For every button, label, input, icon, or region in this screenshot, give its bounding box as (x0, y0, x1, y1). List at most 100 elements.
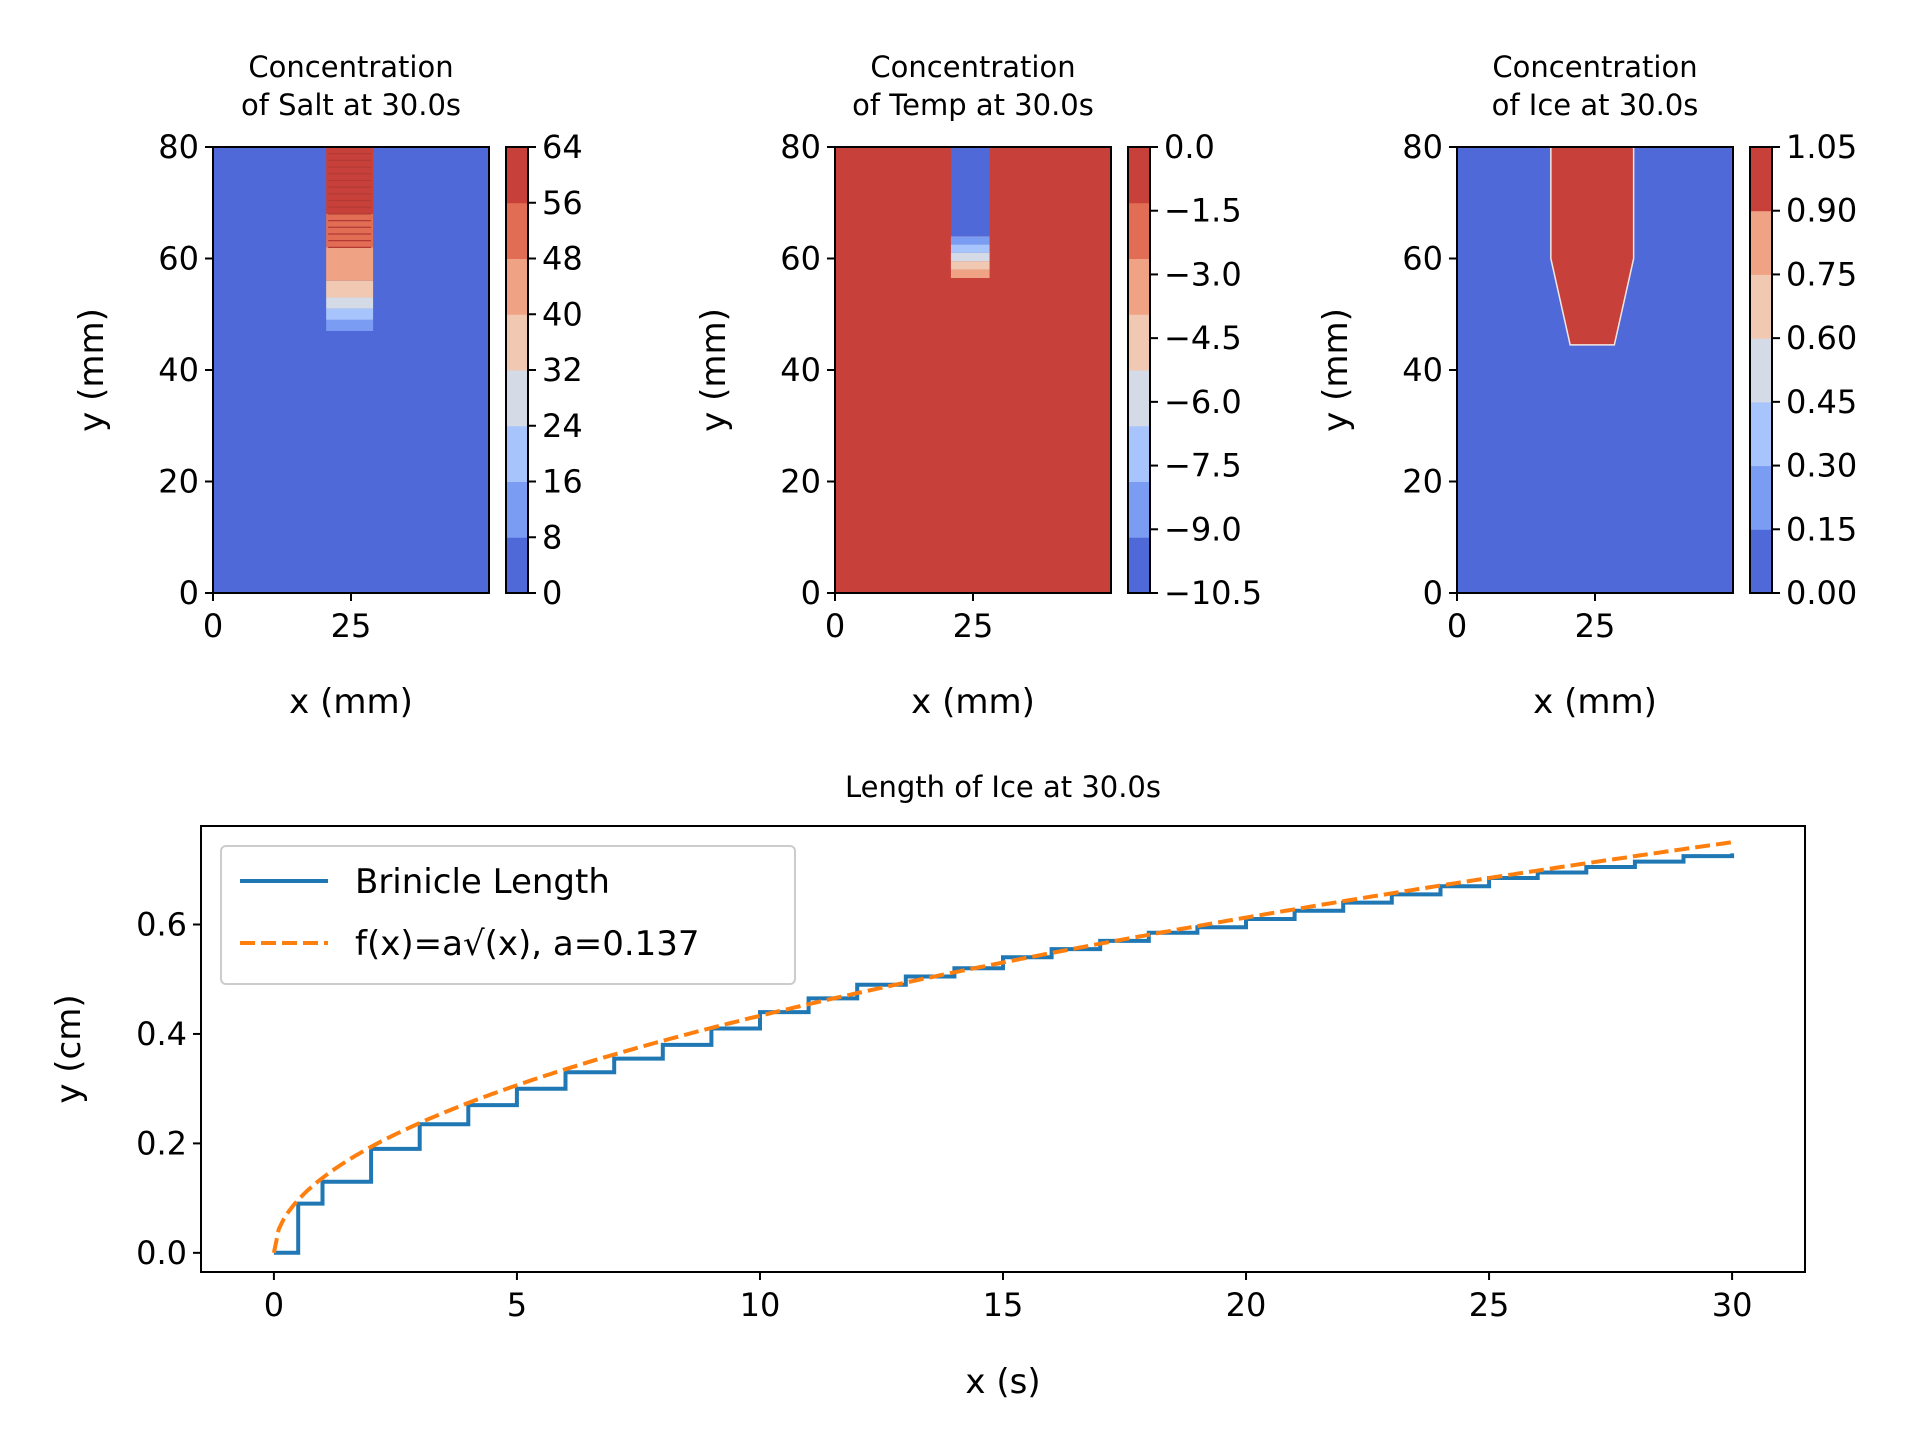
panel-title-line: Concentration (1492, 50, 1697, 84)
colorbar-segment (1128, 314, 1150, 371)
colorbar-tick-label: 64 (542, 128, 583, 166)
colorbar-tick-label: −3.0 (1164, 255, 1242, 293)
colorbar-segment (1750, 465, 1772, 530)
x-tick-label: 30 (1712, 1286, 1753, 1324)
y-tick-label: 60 (1402, 240, 1443, 278)
colorbar-tick-label: 8 (542, 518, 562, 556)
heatmap-contour-band (326, 213, 374, 248)
y-tick-label: 0 (1423, 574, 1443, 612)
colorbar-tick-label: 16 (542, 463, 583, 501)
colorbar-tick-label: −10.5 (1164, 574, 1262, 612)
y-tick-label: 60 (158, 240, 199, 278)
y-axis-label: y (cm) (49, 994, 89, 1103)
series-fit-curve (271, 840, 1733, 1254)
x-tick-label: 25 (331, 607, 372, 645)
colorbar-tick-label: 0.15 (1786, 510, 1857, 548)
ice-region (1550, 146, 1635, 346)
y-axis-label: y (mm) (72, 308, 112, 432)
x-tick-label: 25 (953, 607, 994, 645)
colorbar-tick-label: 48 (542, 240, 583, 278)
y-tick-label: 0.2 (136, 1124, 187, 1162)
y-tick-label: 0 (801, 574, 821, 612)
y-tick-label: 20 (780, 463, 821, 501)
heatmap-contour-band (326, 297, 374, 309)
colorbar-segment (1128, 537, 1150, 594)
colorbar-segment (1750, 338, 1772, 403)
colorbar-frame (1127, 146, 1151, 594)
heatmap-contour-band (950, 269, 990, 279)
legend-box (220, 845, 796, 985)
y-tick-label: 20 (1402, 463, 1443, 501)
heatmap-contour-band (326, 280, 374, 298)
colorbar-segment (1128, 258, 1150, 315)
heatmap-contour-band (326, 308, 374, 320)
panel-title-line: of Salt at 30.0s (241, 88, 461, 122)
colorbar-tick-label: 0 (542, 574, 562, 612)
colorbar-tick-label: 0.30 (1786, 447, 1857, 485)
colorbar-segment (1750, 529, 1772, 594)
colorbar-tick-label: −4.5 (1164, 319, 1242, 357)
legend-label: f(x)=a√(x), a=0.137 (355, 924, 700, 964)
panel-title-line: Concentration (248, 50, 453, 84)
legend-label: Brinicle Length (355, 862, 610, 902)
y-tick-label: 40 (158, 351, 199, 389)
y-tick-label: 0 (179, 574, 199, 612)
colorbar-tick-label: 0.90 (1786, 192, 1857, 230)
heatmap-contour-band (326, 319, 374, 331)
colorbar-segment (1128, 202, 1150, 259)
colorbar-tick-label: 56 (542, 184, 583, 222)
heatmap-contour-band (326, 247, 374, 281)
colorbar-tick-label: 0.75 (1786, 255, 1857, 293)
y-tick-label: 0.6 (136, 906, 187, 944)
panel-title-line: Concentration (870, 50, 1075, 84)
chart-title: Length of Ice at 30.0s (845, 770, 1161, 804)
colorbar-tick-label: −6.0 (1164, 383, 1242, 421)
colorbar-segment (506, 258, 528, 315)
colorbar-segment (506, 481, 528, 538)
panel-title: Concentration of Salt at 30.0s (241, 50, 461, 122)
colorbar-tick-label: 0.60 (1786, 319, 1857, 357)
colorbar-tick-label: −7.5 (1164, 447, 1242, 485)
colorbar-tick-label: −9.0 (1164, 510, 1242, 548)
colorbar-segment (1128, 425, 1150, 482)
colorbar-segment (506, 202, 528, 259)
x-tick-label: 0 (1447, 607, 1467, 645)
colorbar-tick-label: 1.05 (1786, 128, 1857, 166)
heatmap-contour-band (950, 236, 990, 245)
colorbar-segment (1750, 210, 1772, 275)
panel-title-line: of Ice at 30.0s (1492, 88, 1699, 122)
heatmap-contour-band (950, 244, 990, 253)
colorbar-segment (1750, 147, 1772, 212)
colorbar-tick-label: 0.0 (1164, 128, 1215, 166)
ice-concentration-panel: Concentration of Ice at 30.0s 0 20 40 60 80 0 25… (1316, 50, 1857, 722)
colorbar-segment (506, 314, 528, 371)
colorbar-tick-label: 0.00 (1786, 574, 1857, 612)
x-axis-label: x (s) (965, 1362, 1040, 1402)
x-tick-label: 0 (203, 607, 223, 645)
colorbar-tick-label: 32 (542, 351, 583, 389)
x-axis-label: x (mm) (289, 682, 413, 722)
colorbar-tick-label: 0.45 (1786, 383, 1857, 421)
y-tick-label: 0.4 (136, 1015, 187, 1053)
panel-title: Concentration of Ice at 30.0s (1492, 50, 1699, 122)
x-tick-label: 5 (507, 1286, 527, 1324)
colorbar-tick-label: 40 (542, 295, 583, 333)
x-axis-label: x (mm) (1533, 682, 1657, 722)
x-tick-label: 20 (1226, 1286, 1267, 1324)
heatmap-contour-band (950, 252, 990, 262)
y-tick-label: 80 (780, 128, 821, 166)
colorbar-segment (1750, 274, 1772, 339)
y-tick-label: 0.0 (136, 1234, 187, 1272)
colorbar-segment (1750, 401, 1772, 467)
x-tick-label: 25 (1575, 607, 1616, 645)
colorbar-segment (506, 370, 528, 427)
x-tick-label: 0 (825, 607, 845, 645)
colorbar-tick-label: 24 (542, 407, 583, 445)
x-tick-label: 10 (740, 1286, 781, 1324)
panel-title: Concentration of Temp at 30.0s (852, 50, 1094, 122)
y-axis-label: y (mm) (694, 308, 734, 432)
y-tick-label: 20 (158, 463, 199, 501)
legend: Brinicle Length f(x)=a√(x), a=0.137 (220, 845, 796, 985)
x-tick-label: 25 (1469, 1286, 1510, 1324)
